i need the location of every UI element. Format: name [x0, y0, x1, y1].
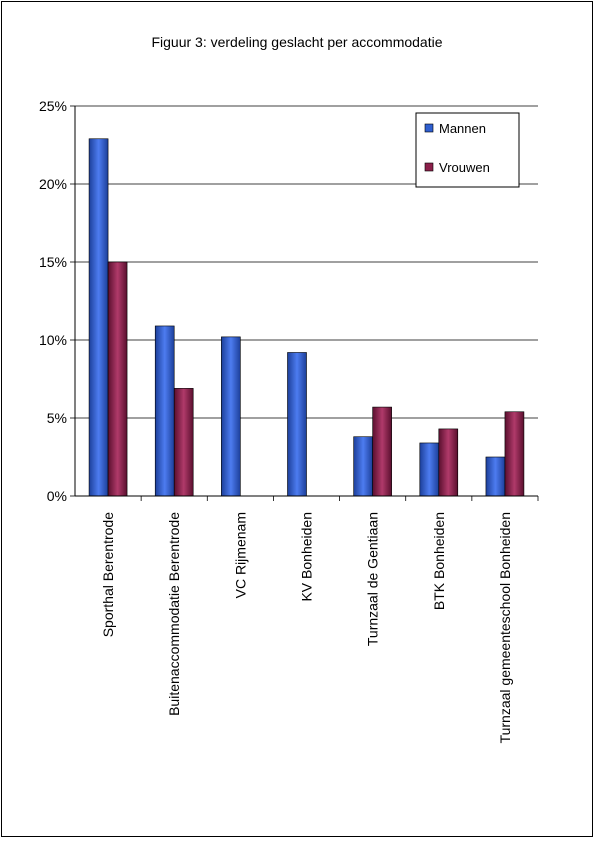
bars — [88, 138, 525, 497]
legend-swatch-mannen — [424, 123, 434, 133]
legend-label-mannen: Mannen — [439, 121, 486, 136]
y-tick-label: 25% — [39, 98, 67, 114]
legend-label-vrouwen: Vrouwen — [439, 160, 490, 175]
bar-vrouwen — [173, 388, 194, 497]
x-category-label: KV Bonheiden — [299, 512, 315, 602]
bar-mannen — [287, 352, 307, 497]
bar-mannen — [353, 436, 373, 497]
bar-mannen — [485, 456, 506, 497]
bar-mannen — [154, 325, 175, 497]
y-axis-tick-labels: 0% 5% 10% 15% 20% 25% — [39, 98, 67, 504]
y-tick-label: 15% — [39, 254, 67, 270]
y-tick-label: 0% — [47, 488, 67, 504]
axes — [70, 105, 539, 501]
x-category-label: Buitenaccommodatie Berentrode — [166, 512, 182, 716]
bar-mannen — [221, 336, 241, 497]
bar-vrouwen — [438, 428, 459, 497]
x-category-label: BTK Bonheiden — [431, 512, 447, 610]
x-category-label: Sporthal Berentrode — [100, 512, 116, 638]
legend: Mannen Vrouwen — [415, 112, 520, 188]
x-category-label: VC Rijmenam — [232, 512, 248, 598]
bar-vrouwen — [504, 411, 525, 497]
legend-swatch-vrouwen — [424, 162, 434, 172]
x-category-label: Turnzaal de Gentiaan — [365, 512, 381, 646]
chart-title: Figuur 3: verdeling geslacht per accommo… — [151, 34, 442, 50]
bar-vrouwen — [107, 261, 128, 497]
x-axis-category-labels: Sporthal Berentrode Buitenaccommodatie Be… — [100, 512, 513, 744]
bar-mannen — [88, 138, 109, 497]
y-tick-label: 10% — [39, 332, 67, 348]
y-tick-label: 5% — [47, 410, 67, 426]
bar-mannen — [419, 442, 440, 497]
grid-lines — [75, 105, 538, 419]
bar-vrouwen — [372, 406, 392, 497]
y-tick-label: 20% — [39, 176, 67, 192]
x-category-label: Turnzaal gemeenteschool Bonheiden — [497, 512, 513, 743]
